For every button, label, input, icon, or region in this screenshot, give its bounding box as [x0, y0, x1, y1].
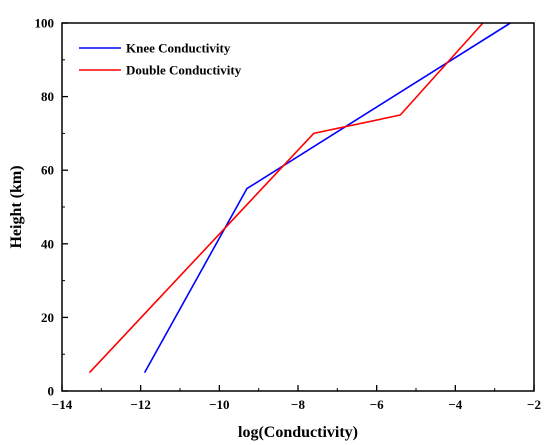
tick-layer: −14 −12 −10 −8 −6 −4 −2 0 20 40 60 80 100 [35, 16, 541, 413]
y-tick-label: 0 [48, 384, 55, 399]
x-tick-label: −14 [52, 397, 73, 412]
y-tick-label: 60 [41, 163, 54, 178]
legend-label-knee-conductivity: Knee Conductivity [126, 41, 231, 56]
y-tick-label: 40 [41, 236, 54, 251]
y-tick-label: 80 [41, 89, 54, 104]
y-tick-label: 20 [41, 310, 54, 325]
x-tick-label: −6 [370, 397, 384, 412]
legend-label-double-conductivity: Double Conductivity [126, 63, 242, 78]
x-axis-label: log(Conductivity) [238, 424, 358, 441]
legend: Knee Conductivity Double Conductivity [79, 41, 242, 78]
plot-frame [62, 23, 534, 391]
x-tick-label: −8 [291, 397, 305, 412]
x-tick-label: −12 [130, 397, 150, 412]
x-tick-label: −10 [209, 397, 229, 412]
x-tick-label: −2 [527, 397, 541, 412]
y-axis-label: Height (km) [8, 165, 25, 248]
y-tick-label: 100 [35, 16, 55, 31]
x-tick-label: −4 [448, 397, 462, 412]
